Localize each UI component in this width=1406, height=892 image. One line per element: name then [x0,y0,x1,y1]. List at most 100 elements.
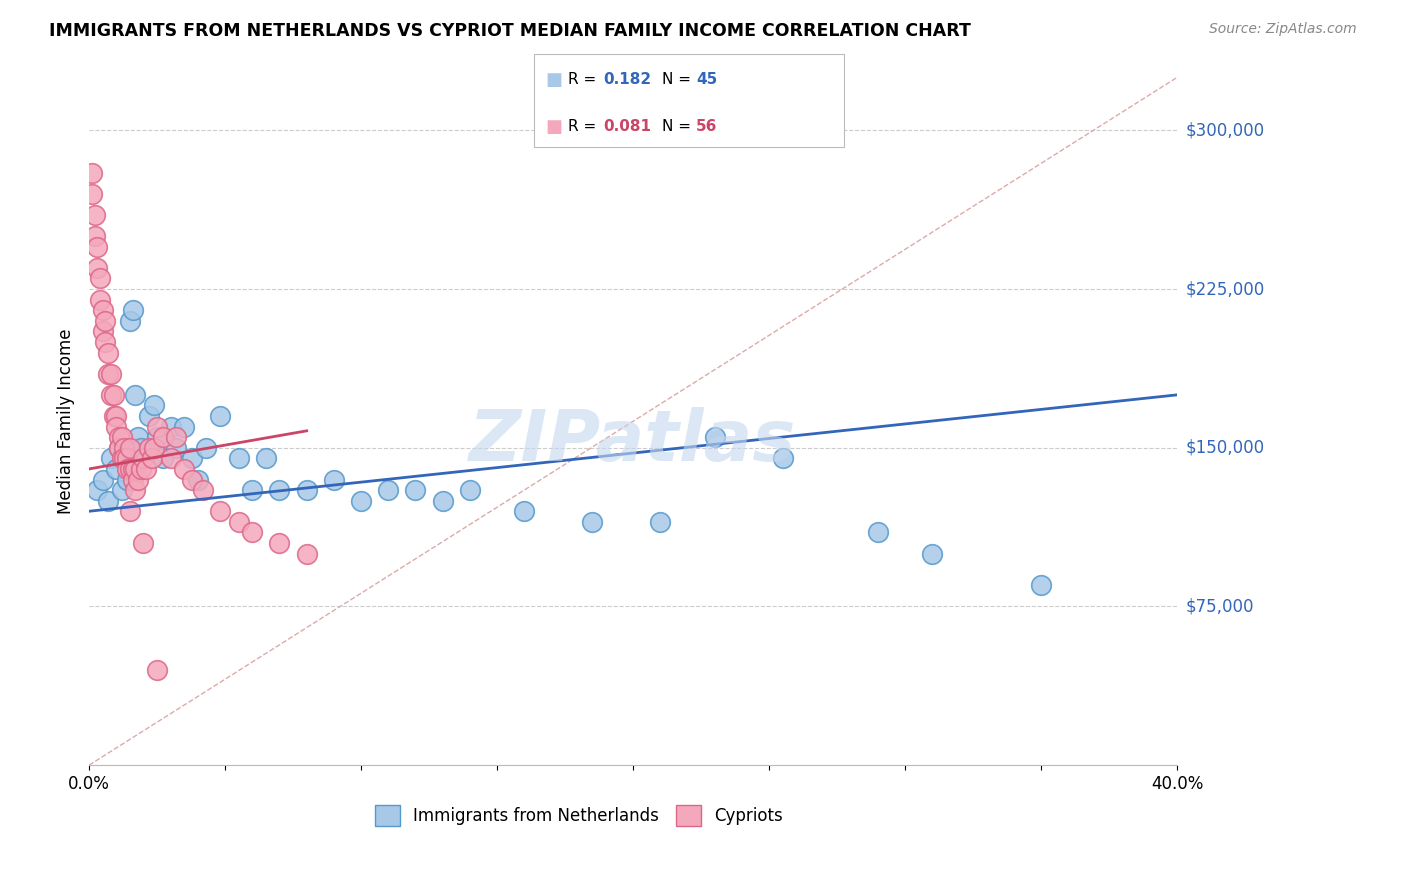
Point [86,260,108,275]
Point [146,419,169,434]
Point [152,430,174,444]
Point [118,504,141,518]
Text: Source: ZipAtlas.com: Source: ZipAtlas.com [1209,22,1357,37]
Point [772,451,794,466]
Text: 0.182: 0.182 [603,72,651,87]
Point [295,547,318,561]
Point [97,493,120,508]
Text: ZIPatlas: ZIPatlas [470,408,797,476]
Legend: Immigrants from Netherlands, Cypriots: Immigrants from Netherlands, Cypriots [368,799,789,832]
Point [91,473,114,487]
Point [121,473,143,487]
Text: ■: ■ [546,70,562,88]
Text: $225,000: $225,000 [1185,280,1264,298]
Point [146,430,169,444]
Point [143,441,166,455]
Point [1029,578,1052,592]
Point [138,441,160,455]
Point [866,525,889,540]
Point [124,462,146,476]
Point [703,430,725,444]
Point [121,462,143,476]
Text: R =: R = [568,72,602,87]
Point [94,334,117,349]
Point [181,473,204,487]
Point [80,186,103,201]
Point [129,462,152,476]
Point [269,536,291,550]
Point [112,451,135,466]
Point [89,293,111,307]
Y-axis label: Median Family Income: Median Family Income [58,328,75,514]
Text: N =: N = [662,72,696,87]
Point [103,409,125,423]
Point [105,419,128,434]
Point [118,441,141,455]
Point [138,409,160,423]
Point [254,451,277,466]
Point [350,493,373,508]
Point [94,314,117,328]
Point [152,451,174,466]
Point [115,462,138,476]
Point [118,314,141,328]
Point [322,473,344,487]
Point [91,303,114,318]
Point [111,483,134,497]
Point [124,388,146,402]
Point [100,451,122,466]
Point [121,303,143,318]
Text: $300,000: $300,000 [1185,121,1264,139]
Point [115,473,138,487]
Point [89,271,111,285]
Point [111,451,134,466]
Point [80,166,103,180]
Point [108,441,131,455]
Point [118,462,141,476]
Point [105,409,128,423]
Point [228,451,250,466]
Point [127,430,149,444]
Point [581,515,603,529]
Point [83,229,105,244]
Point [269,483,291,497]
Text: 56: 56 [696,119,717,134]
Text: ■: ■ [546,118,562,136]
Point [173,462,195,476]
Point [208,409,231,423]
Point [240,525,263,540]
Point [165,430,187,444]
Point [165,441,187,455]
Point [228,515,250,529]
Point [100,388,122,402]
Point [159,451,181,466]
Text: N =: N = [662,119,696,134]
Point [404,483,426,497]
Point [86,240,108,254]
Text: IMMIGRANTS FROM NETHERLANDS VS CYPRIOT MEDIAN FAMILY INCOME CORRELATION CHART: IMMIGRANTS FROM NETHERLANDS VS CYPRIOT M… [49,22,972,40]
Point [181,451,204,466]
Point [115,451,138,466]
Text: 0.081: 0.081 [603,119,651,134]
Point [127,473,149,487]
Point [141,451,163,466]
Point [97,367,120,381]
Point [108,441,131,455]
Point [132,451,155,466]
Point [100,367,122,381]
Point [135,462,157,476]
Point [132,451,155,466]
Text: 45: 45 [696,72,717,87]
Point [112,441,135,455]
Point [143,399,166,413]
Point [195,441,218,455]
Point [97,345,120,359]
Point [129,441,152,455]
Point [111,430,134,444]
Point [132,536,155,550]
Point [458,483,481,497]
Point [86,483,108,497]
Point [103,388,125,402]
Point [921,547,943,561]
Point [173,419,195,434]
